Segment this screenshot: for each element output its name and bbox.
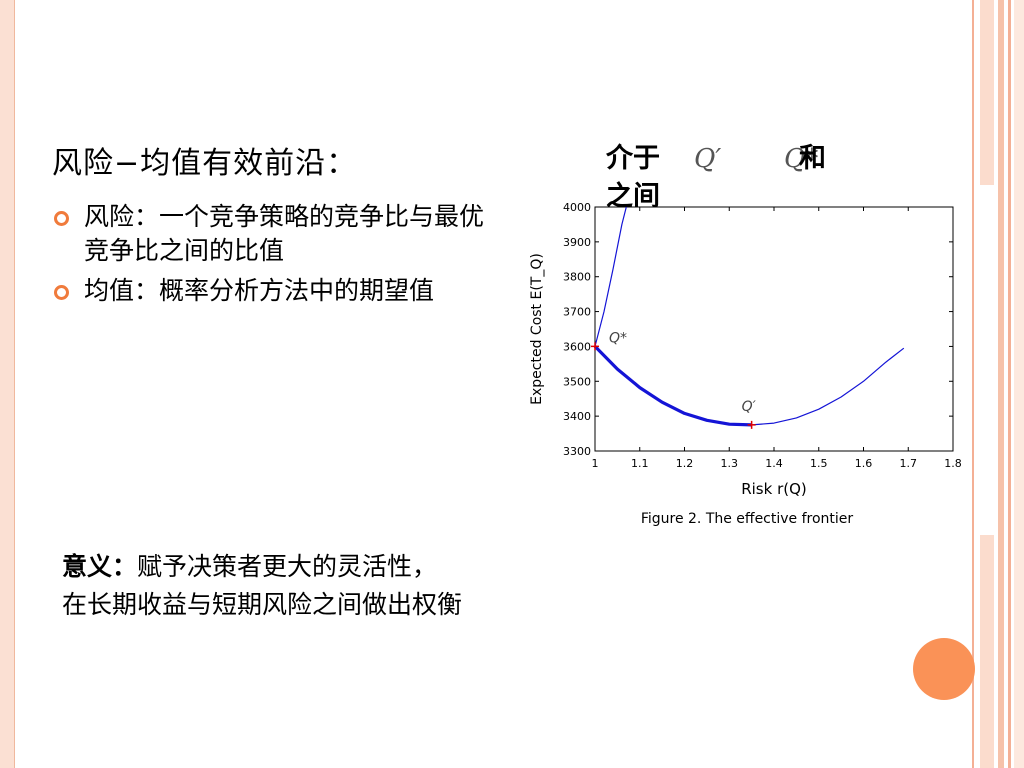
bullet-text: 均值：概率分析方法中的期望值 [84,276,435,305]
meaning-block: 意义：赋予决策者更大的灵活性， 在长期收益与短期风险之间做出权衡 [62,548,462,624]
frontier-curve [751,347,905,426]
meaning-line-1: 赋予决策者更大的灵活性， [137,552,438,581]
frontier-curve [594,206,627,347]
q-prime-symbol: Q′ [694,144,722,174]
bullet-circle-icon [54,211,69,226]
frontier-chart: 1 1.1 1.2 1.3 1.4 1.5 1.6 1.7 1.8 3300 3400 3500 360… [529,201,962,527]
x-tick-label: 1.8 [944,457,962,470]
between-prefix: 介于 [606,143,660,174]
meaning-line-2: 在长期收益与短期风险之间做出权衡 [62,590,463,619]
frontier-curve [593,345,752,427]
orange-circle-decor [913,638,975,700]
x-tick-label: 1.7 [900,457,918,470]
y-tick-label: 3400 [563,410,591,423]
meaning-label: 意义： [62,552,138,581]
y-axis-label: Expected Cost E(T_Q) [529,253,545,405]
y-tick-label: 3800 [563,271,591,284]
right-decor-band [1014,0,1024,768]
right-decor-gap [980,185,994,535]
bullet-item: 风险：一个竞争策略的竞争比与最优竞争比之间的比值 [52,200,502,268]
x-tick-label: 1.2 [676,457,694,470]
slide-title: 风险−均值有效前沿： [52,146,358,181]
y-tick-label: 3700 [563,306,591,319]
q-star-symbol: Q* [784,144,819,174]
bullet-text: 风险：一个竞争策略的竞争比与最优竞争比之间的比值 [84,202,485,265]
x-tick-label: 1.1 [631,457,649,470]
x-tick-label: 1.5 [810,457,828,470]
right-decor-line [1008,0,1011,768]
x-tick-label: 1.6 [855,457,873,470]
point-label: Q′ [742,399,757,415]
y-tick-label: 3500 [563,375,591,388]
plot-frame [594,206,954,452]
right-decor-line [998,0,1004,768]
point-label: Q* [609,330,627,346]
bullet-circle-icon [54,285,69,300]
chart-caption: Figure 2. The effective frontier [641,511,854,527]
y-tick-label: 3600 [563,340,591,353]
x-tick-label: 1.3 [721,457,739,470]
left-decor-band [0,0,15,768]
bullet-item: 均值：概率分析方法中的期望值 [52,274,502,308]
x-axis-label: Risk r(Q) [741,480,807,498]
x-tick-label: 1 [592,457,599,470]
point-marker [591,342,599,351]
bullet-list: 风险：一个竞争策略的竞争比与最优竞争比之间的比值 均值：概率分析方法中的期望值 [52,200,502,314]
right-decor-line [972,0,974,768]
x-tick-label: 1.4 [765,457,783,470]
between-and: 和 [799,143,826,174]
point-marker [747,420,756,429]
y-tick-label: 3300 [563,445,591,458]
y-tick-label: 3900 [563,236,591,249]
y-tick-label: 4000 [563,201,591,214]
